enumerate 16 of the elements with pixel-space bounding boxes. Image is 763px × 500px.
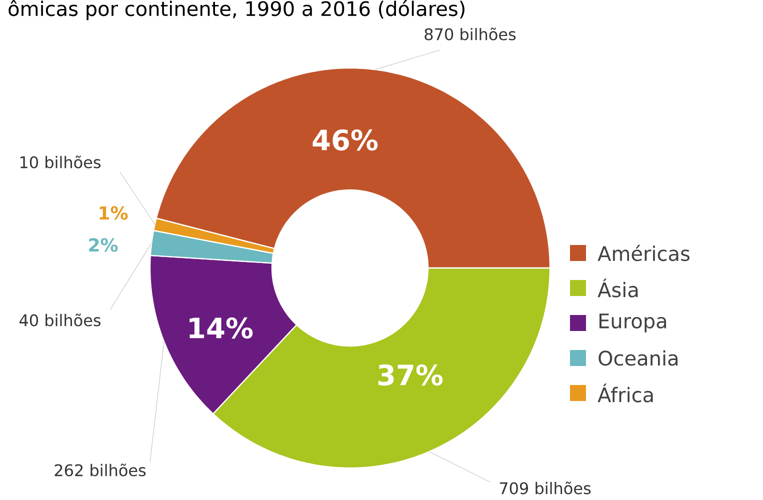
legend-label: Américas [598, 244, 690, 262]
data-label: 14% [190, 317, 253, 339]
chart-title: ômicas por continente, 1990 a 2016 (dólares) [8, 0, 464, 20]
text: 870 bilhões [424, 28, 516, 40]
text: 40 bilhões [19, 314, 101, 326]
text: 10 bilhões [20, 156, 101, 168]
text: 709 bilhões [500, 482, 591, 494]
data-label: 1% [100, 206, 128, 220]
text: 262 bilhões [54, 464, 146, 476]
legend-label: Oceania [598, 350, 678, 366]
data-label: 46% [312, 129, 378, 151]
legend-label: Europa [599, 314, 666, 332]
legend-label: África [598, 384, 653, 402]
legend-label: Ásia [598, 278, 638, 298]
data-label: 2% [89, 238, 118, 252]
data-label: 37% [378, 364, 443, 386]
